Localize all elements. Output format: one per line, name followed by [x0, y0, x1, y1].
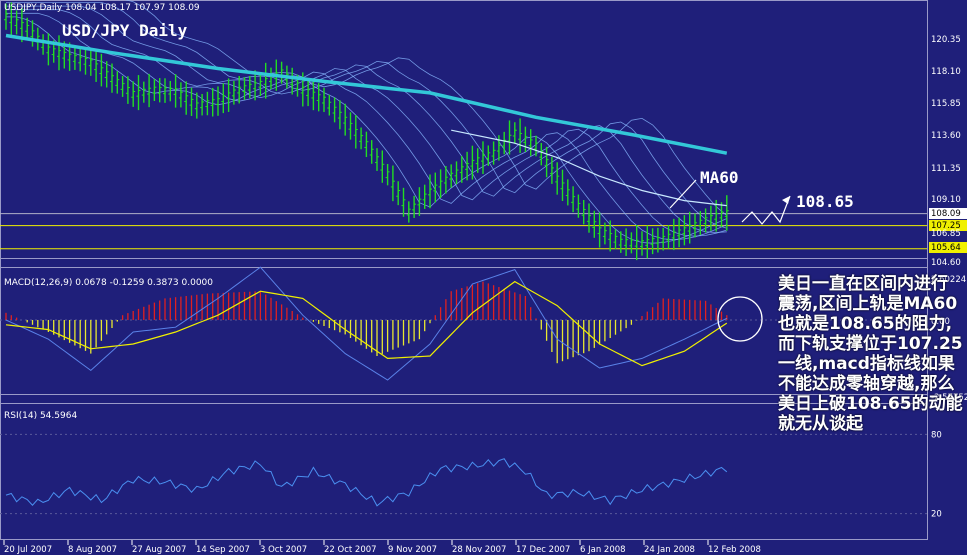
- x-tick-label: 27 Aug 2007: [132, 545, 186, 555]
- rsi-panel: [5, 458, 728, 507]
- x-tick-label: 6 Jan 2008: [580, 545, 626, 555]
- rsi-tick-label: 20: [931, 510, 942, 520]
- rsi-title: RSI(14) 54.5964: [4, 411, 77, 421]
- price-tick-label: 118.10: [931, 67, 961, 77]
- price-tick-label: 107.25: [931, 221, 961, 231]
- symbol-info: USDJPY,Daily 108.04 108.17 107.97 108.09: [4, 3, 200, 13]
- ma60-line: [451, 129, 727, 207]
- panel-frames: [0, 0, 928, 540]
- macd-line: [5, 266, 728, 381]
- price-tick-box: [929, 220, 967, 231]
- panel-frame-0: [0, 0, 928, 268]
- macd-tick-label: -2.57752: [931, 393, 967, 403]
- macd-title: MACD(12,26,9) 0.0678 -0.1259 0.3873 0.00…: [4, 278, 213, 288]
- x-tick-label: 14 Sep 2007: [196, 545, 250, 555]
- price-tick-label: 106.85: [931, 229, 961, 239]
- macd-highlight-circle: [717, 296, 763, 342]
- price-tick-label: 109.10: [931, 195, 961, 205]
- price-tick-box: [929, 208, 967, 219]
- axis-labels: 120.35 118.10 115.85 113.60 111.35 109.10 108.…: [3, 35, 967, 555]
- macd-panel: [5, 266, 728, 381]
- target-label: 108.65: [796, 192, 854, 211]
- price-tick-label: 115.85: [931, 99, 961, 109]
- price-tick-label: 104.60: [931, 258, 961, 268]
- chart-title: USD/JPY Daily: [62, 21, 188, 40]
- forecast-arrowhead: [782, 196, 790, 204]
- x-tick-label: 20 Jul 2007: [4, 545, 52, 555]
- x-tick-label: 12 Feb 2008: [708, 545, 761, 555]
- ribbon-ma-1: [6, 12, 727, 241]
- price-tick-label: 105.64: [931, 243, 961, 253]
- x-tick-label: 22 Oct 2007: [324, 545, 377, 555]
- forecast-zigzag: [741, 195, 791, 225]
- ribbon-ma-5: [125, 0, 728, 216]
- price-tick-label: 108.09: [931, 209, 961, 219]
- price-tick-box: [929, 242, 967, 253]
- rsi-line: [5, 458, 728, 507]
- x-tick-label: 8 Aug 2007: [68, 545, 117, 555]
- macd-tick-label: 2.60224: [931, 275, 966, 285]
- signal-line: [5, 280, 728, 367]
- x-tick-label: 24 Jan 2008: [644, 545, 695, 555]
- price-tick-label: 120.35: [931, 35, 961, 45]
- ma60-pointer: [669, 179, 697, 209]
- price-tick-label: 111.35: [931, 164, 961, 174]
- macd-tick-label: 0.00: [931, 317, 950, 327]
- ribbon-ma-0: [6, 16, 727, 244]
- x-tick-label: 9 Nov 2007: [388, 545, 437, 555]
- commentary-text: 美日一直在区间内进行震荡,区间上轨是MA60也就是108.65的阻力,而下轨支撑…: [778, 274, 963, 434]
- ma60-label: MA60: [700, 168, 739, 187]
- price-panel: [0, 0, 927, 261]
- rsi-tick-label: 80: [931, 430, 942, 440]
- x-tick-label: 17 Dec 2007: [516, 545, 570, 555]
- panel-frame-2: [0, 394, 928, 540]
- x-tick-label: 28 Nov 2007: [452, 545, 506, 555]
- price-tick-label: 113.60: [931, 131, 961, 141]
- ribbon-ma-4: [6, 2, 727, 229]
- ma-long-line: [5, 33, 728, 155]
- x-tick-label: 3 Oct 2007: [260, 545, 307, 555]
- panel-frame-1: [0, 258, 928, 404]
